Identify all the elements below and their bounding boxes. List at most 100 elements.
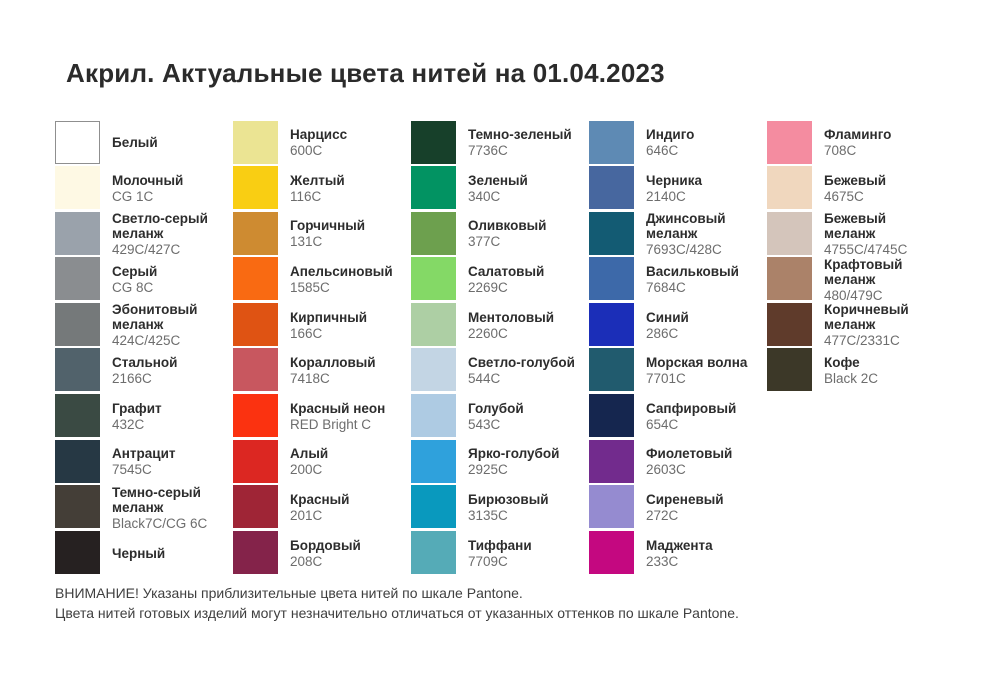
color-label: Антрацит 7545C bbox=[112, 446, 233, 477]
color-name: Сиреневый bbox=[646, 492, 724, 508]
palette-cell: Светло-серый меланж 429C/427C bbox=[55, 211, 233, 257]
color-label: Стальной 2166C bbox=[112, 355, 233, 386]
color-code: 7709C bbox=[468, 553, 508, 569]
color-code: 166C bbox=[290, 325, 323, 341]
color-label: Сапфировый 654C bbox=[646, 401, 767, 432]
color-label: Васильковый 7684C bbox=[646, 264, 767, 295]
color-code: 646C bbox=[646, 143, 679, 159]
color-name: Коричневый меланж bbox=[824, 302, 909, 333]
color-swatch bbox=[589, 530, 634, 574]
color-name: Серый bbox=[112, 264, 158, 280]
palette-cell: Графит 432C bbox=[55, 394, 233, 440]
color-label: Молочный CG 1C bbox=[112, 173, 233, 204]
color-label: Фиолетовый 2603C bbox=[646, 446, 767, 477]
color-name: Голубой bbox=[468, 400, 524, 416]
palette-cell: Серый CG 8C bbox=[55, 257, 233, 303]
color-swatch bbox=[411, 485, 456, 529]
color-code: 544C bbox=[468, 371, 501, 387]
color-code: 201C bbox=[290, 508, 323, 524]
color-name: Светло-голубой bbox=[468, 355, 575, 371]
palette-cell: Алый 200C bbox=[233, 439, 411, 485]
color-name: Красный неон bbox=[290, 400, 386, 416]
color-swatch bbox=[233, 485, 278, 529]
color-code: 286C bbox=[646, 325, 679, 341]
color-code: 377C bbox=[468, 234, 501, 250]
color-swatch bbox=[55, 439, 100, 483]
palette-cell: Кирпичный 166C bbox=[233, 302, 411, 348]
color-code: RED Bright C bbox=[290, 416, 372, 432]
color-code: 116C bbox=[290, 188, 322, 204]
color-swatch bbox=[411, 257, 456, 301]
color-swatch bbox=[233, 394, 278, 438]
color-swatch bbox=[767, 166, 812, 210]
color-label: Маджента 233C bbox=[646, 538, 767, 569]
color-label: Нарцисс 600C bbox=[290, 127, 411, 158]
color-label: Желтый 116C bbox=[290, 173, 411, 204]
color-code: 200C bbox=[290, 462, 323, 478]
color-name: Тиффани bbox=[468, 537, 532, 553]
color-swatch bbox=[589, 485, 634, 529]
color-swatch bbox=[233, 211, 278, 255]
color-code: 2603C bbox=[646, 462, 686, 478]
color-code: 7693C/428C bbox=[646, 241, 722, 257]
color-label: Белый bbox=[112, 135, 233, 150]
color-code: 272C bbox=[646, 508, 679, 524]
color-swatch bbox=[55, 120, 100, 164]
palette-cell: Молочный CG 1C bbox=[55, 166, 233, 212]
palette-column-5: Фламинго 708C Бежевый 4675C Бежевый меланж 47… bbox=[767, 120, 945, 576]
color-code: 208C bbox=[290, 553, 323, 569]
palette-cell: Эбонитовый меланж 424C/425C bbox=[55, 302, 233, 348]
color-swatch bbox=[55, 530, 100, 574]
color-name: Горчичный bbox=[290, 218, 366, 234]
palette-cell: Стальной 2166C bbox=[55, 348, 233, 394]
color-swatch bbox=[589, 302, 634, 346]
palette-cell: Нарцисс 600C bbox=[233, 120, 411, 166]
palette-cell: Голубой 543C bbox=[411, 394, 589, 440]
color-swatch bbox=[55, 302, 100, 346]
color-label: Черника 2140C bbox=[646, 173, 767, 204]
color-name: Красный bbox=[290, 492, 350, 508]
color-code: 654C bbox=[646, 416, 679, 432]
palette-cell: Светло-голубой 544C bbox=[411, 348, 589, 394]
color-name: Темно-зеленый bbox=[468, 127, 572, 143]
color-label: Коричневый меланж 477C/2331C bbox=[824, 302, 945, 348]
color-swatch bbox=[589, 257, 634, 301]
color-swatch bbox=[233, 120, 278, 164]
color-label: Сиреневый 272C bbox=[646, 492, 767, 523]
color-label: Тиффани 7709C bbox=[468, 538, 589, 569]
color-code: 480/479C bbox=[824, 287, 883, 303]
footer-note-line2: Цвета нитей готовых изделий могут незнач… bbox=[55, 604, 739, 621]
color-name: Васильковый bbox=[646, 264, 739, 280]
color-name: Темно-серый меланж bbox=[112, 484, 201, 515]
color-label: Крафтовый меланж 480/479C bbox=[824, 257, 945, 303]
color-palette-grid: Белый Молочный CG 1C Светло-серый меланж 429… bbox=[55, 120, 945, 576]
color-label: Индиго 646C bbox=[646, 127, 767, 158]
palette-cell: Коралловый 7418C bbox=[233, 348, 411, 394]
color-swatch bbox=[589, 120, 634, 164]
color-label: Бежевый меланж 4755C/4745C bbox=[824, 211, 945, 257]
color-name: Бирюзовый bbox=[468, 492, 549, 508]
color-swatch bbox=[233, 439, 278, 483]
color-swatch bbox=[233, 166, 278, 210]
color-label: Коралловый 7418C bbox=[290, 355, 411, 386]
color-name: Индиго bbox=[646, 127, 695, 143]
footer-note: ВНИМАНИЕ! Указаны приблизительные цвета … bbox=[55, 584, 739, 623]
palette-cell: Черника 2140C bbox=[589, 166, 767, 212]
color-swatch bbox=[233, 302, 278, 346]
color-swatch bbox=[767, 302, 812, 346]
color-code: 2925C bbox=[468, 462, 508, 478]
color-label: Морская волна 7701C bbox=[646, 355, 767, 386]
color-code: 7736C bbox=[468, 143, 508, 159]
palette-column-1: Белый Молочный CG 1C Светло-серый меланж 429… bbox=[55, 120, 233, 576]
color-label: Синий 286C bbox=[646, 310, 767, 341]
palette-cell: Маджента 233C bbox=[589, 530, 767, 576]
color-name: Фиолетовый bbox=[646, 446, 733, 462]
color-code: 4755C/4745C bbox=[824, 241, 908, 257]
color-name: Ярко-голубой bbox=[468, 446, 560, 462]
color-code: 432C bbox=[112, 416, 145, 432]
palette-cell: Кофе Black 2C bbox=[767, 348, 945, 394]
color-label: Оливковый 377C bbox=[468, 218, 589, 249]
color-name: Черника bbox=[646, 172, 702, 188]
palette-column-2: Нарцисс 600C Желтый 116C Горчичный 131C Апельс… bbox=[233, 120, 411, 576]
color-label: Салатовый 2269C bbox=[468, 264, 589, 295]
